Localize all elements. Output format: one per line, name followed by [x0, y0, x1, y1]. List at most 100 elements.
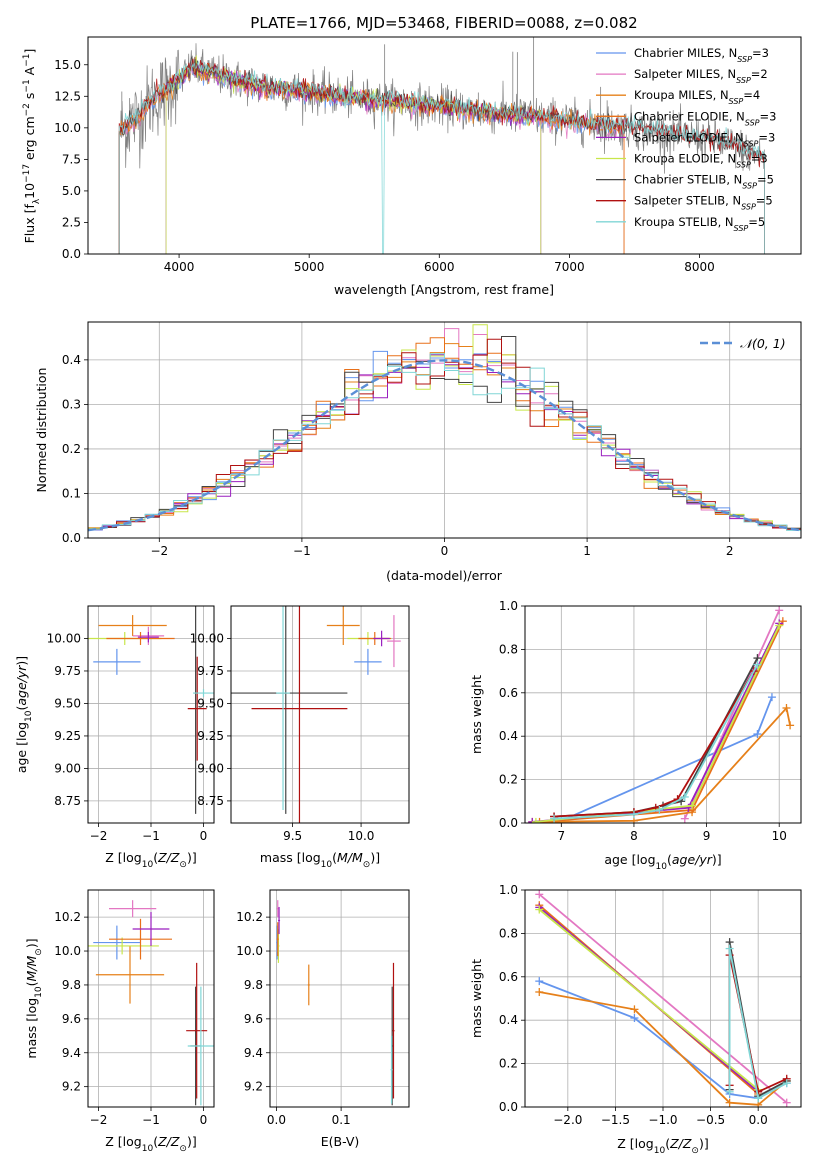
series-kroupa_miles — [528, 703, 795, 823]
x-tick-label: 9.5 — [283, 829, 302, 843]
panel-age_vs_mass: 9.5 10.0 8.75 9.00 9.25 9.50 9.75 10.00 mass [lo… — [190, 605, 410, 870]
data-point — [550, 814, 559, 823]
errorbar-point — [373, 630, 390, 647]
x-axis-label: wavelength [Angstrom, rest frame] — [334, 282, 554, 297]
legend-entry: Chabrier ELODIE, NSSP=3 — [634, 109, 776, 127]
x-tick-label: 0.0 — [267, 1113, 286, 1127]
x-tick-label: 7 — [557, 829, 565, 843]
data-point — [725, 1098, 734, 1107]
errorbar-point — [187, 656, 207, 761]
histogram-chabrier_stelib — [88, 336, 801, 530]
normal-curve — [88, 359, 801, 532]
x-tick-label: 0.0 — [749, 1113, 768, 1127]
x-tick-label: 0 — [200, 829, 208, 843]
data-point — [680, 792, 689, 801]
panel-residuals: −2 −1 0 1 2 0.0 0.1 0.2 0.3 0.4 𝒩(0, 1) (data-model… — [34, 321, 802, 583]
y-tick-label: 9.8 — [244, 978, 263, 992]
plot-area — [231, 606, 401, 823]
panel-weight_vs_Z: −2.0 −1.5 −1.0 −0.5 0.0 0.0 0.2 0.4 0.6 0.8 1.0 Z [… — [469, 883, 802, 1156]
errorbar-point — [106, 631, 175, 645]
y-tick-label: 0.2 — [499, 773, 518, 787]
y-axis-label: mass [log10(M/M⊙)] — [24, 938, 44, 1058]
x-tick-label: −2 — [90, 1113, 108, 1127]
y-tick-label: 0.2 — [62, 442, 81, 456]
data-point — [688, 801, 697, 810]
y-axis-label: Flux [fλ10−17 erg cm−2 s−1 A−1] — [22, 49, 42, 244]
y-tick-label: 10.0 — [54, 944, 81, 958]
legend-entry: Chabrier MILES, NSSP=3 — [634, 46, 769, 64]
legend-entry: Salpeter ELODIE, NSSP=3 — [634, 130, 775, 148]
series-line — [535, 625, 781, 823]
data-point — [535, 905, 544, 914]
y-axis-label: age [log10(age/yr)] — [14, 656, 34, 773]
y-axis-label: mass weight — [469, 959, 484, 1038]
errorbar-point — [109, 918, 172, 960]
y-tick-label: 10.00 — [47, 631, 81, 645]
plot-area — [88, 606, 214, 814]
y-tick-label: 1.0 — [499, 599, 518, 613]
x-tick-label: 8000 — [684, 260, 715, 274]
errorbar-point — [137, 631, 159, 643]
x-axis-label: E(B-V) — [321, 1134, 360, 1149]
x-tick-label: 0 — [200, 1113, 208, 1127]
x-tick-label: −2 — [150, 544, 168, 558]
series-line — [539, 620, 784, 823]
plot-area — [88, 324, 801, 532]
x-axis-label: Z [log10(Z/Z⊙)] — [105, 1134, 196, 1154]
errorbar-point — [390, 1035, 393, 1104]
data-point — [782, 703, 791, 712]
x-tick-label: 1 — [583, 544, 591, 558]
y-tick-label: 0.1 — [62, 486, 81, 500]
y-tick-label: 0.8 — [499, 926, 518, 940]
y-tick-label: 8.75 — [54, 794, 81, 808]
x-axis-label: Z [log10(Z/Z⊙)] — [617, 1136, 708, 1156]
x-tick-label: −1.5 — [601, 1113, 630, 1127]
plot-area — [535, 890, 791, 1107]
y-tick-label: 8.75 — [197, 794, 224, 808]
y-tick-label: 9.6 — [244, 1012, 263, 1026]
plot-area — [118, 37, 765, 254]
errorbar-point — [95, 945, 165, 1004]
errorbar-point — [98, 615, 167, 636]
axes-frame — [524, 889, 802, 1108]
y-tick-label: 9.00 — [197, 761, 224, 775]
legend: Chabrier MILES, NSSP=3 Salpeter MILES, NS… — [596, 46, 776, 232]
data-point — [753, 660, 762, 669]
errorbar-point — [93, 925, 141, 960]
errorbar-point — [132, 912, 170, 946]
series-line — [532, 623, 781, 823]
data-point — [782, 1079, 791, 1088]
y-tick-label: 9.2 — [62, 1080, 81, 1094]
x-tick-label: −1 — [142, 829, 160, 843]
series-kroupa_stelib — [550, 660, 762, 823]
axes-frame — [87, 889, 215, 1108]
data-point — [535, 890, 544, 899]
data-point — [655, 805, 664, 814]
x-tick-label: 10.0 — [348, 829, 375, 843]
axes-frame — [87, 36, 802, 255]
errorbar-point — [251, 606, 348, 823]
data-point — [754, 1094, 763, 1103]
y-tick-label: 10.0 — [236, 944, 263, 958]
axes-frame — [230, 605, 410, 824]
y-tick-label: 0.4 — [62, 353, 81, 367]
y-tick-label: 0.3 — [62, 397, 81, 411]
y-tick-label: 9.50 — [197, 696, 224, 710]
data-point — [767, 693, 776, 702]
y-tick-label: 12.5 — [54, 89, 81, 103]
y-tick-label: 0.0 — [62, 531, 81, 545]
y-tick-label: 9.75 — [197, 664, 224, 678]
series-chabrier_stelib — [550, 654, 762, 821]
y-tick-label: 0.0 — [499, 816, 518, 830]
data-point — [531, 817, 540, 823]
x-tick-label: 4000 — [164, 260, 195, 274]
x-tick-label: 5000 — [294, 260, 325, 274]
errorbar-point — [354, 648, 382, 675]
axes-frame — [87, 321, 802, 539]
errorbar-point — [326, 606, 360, 645]
model-kroupa_stelib — [118, 60, 765, 254]
x-tick-label: 0.1 — [332, 1113, 351, 1127]
y-tick-label: 10.2 — [236, 910, 263, 924]
y-tick-label: 10.00 — [190, 631, 224, 645]
y-tick-label: 5.0 — [62, 184, 81, 198]
